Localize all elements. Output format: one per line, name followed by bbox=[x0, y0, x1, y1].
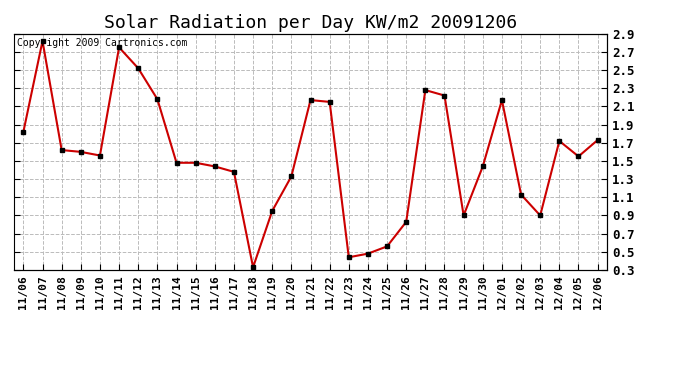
Title: Solar Radiation per Day KW/m2 20091206: Solar Radiation per Day KW/m2 20091206 bbox=[104, 14, 517, 32]
Text: Copyright 2009 Cartronics.com: Copyright 2009 Cartronics.com bbox=[17, 39, 187, 48]
